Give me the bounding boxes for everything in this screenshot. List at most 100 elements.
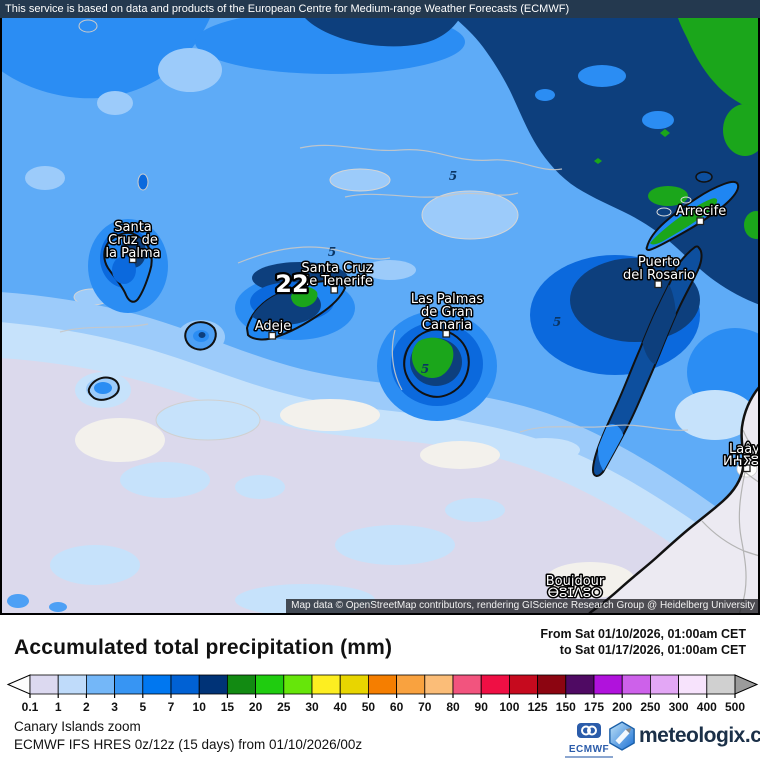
precipitation-map[interactable]: Santa Cruz de la Palma Santa Cruz de Ten… bbox=[0, 18, 760, 615]
legend-cell bbox=[621, 674, 651, 695]
island-la-gomera bbox=[184, 321, 217, 351]
color-scale: 0.1 1 2 3 5 7 10 15 20 25 30 40 50 60 70 80 90 100 125 150 1… bbox=[6, 674, 759, 714]
legend-tick-label: 7 bbox=[168, 700, 175, 714]
city-marker bbox=[330, 285, 339, 294]
legend-cell bbox=[57, 674, 87, 695]
legend-tick-label: 150 bbox=[556, 700, 576, 714]
peak-precip-value: 22 bbox=[275, 270, 308, 298]
legend-tick-label: 50 bbox=[362, 700, 376, 714]
legend-tick-label: 20 bbox=[249, 700, 263, 714]
svg-text:5: 5 bbox=[449, 169, 457, 183]
legend-tick-label: 400 bbox=[697, 700, 717, 714]
contour-lines bbox=[59, 144, 689, 433]
legend-tick-label: 15 bbox=[221, 700, 235, 714]
legend-tick-label: 70 bbox=[418, 700, 432, 714]
city-marker bbox=[654, 280, 663, 289]
ecmwf-logo-text: ECMWF bbox=[568, 744, 610, 755]
forecast-period: From Sat 01/10/2026, 01:00am CET to Sat … bbox=[540, 626, 746, 658]
legend-cell bbox=[311, 674, 341, 695]
svg-text:de Gran: de Gran bbox=[421, 305, 473, 320]
svg-text:5: 5 bbox=[421, 362, 429, 376]
city-marker bbox=[742, 464, 751, 473]
meteologix-logo[interactable]: meteologix.com bbox=[608, 721, 760, 751]
legend-arrow-right bbox=[734, 674, 759, 695]
legend-tick-label: 100 bbox=[499, 700, 519, 714]
legend-tick-label: 90 bbox=[475, 700, 489, 714]
legend-cell bbox=[255, 674, 285, 695]
island-lanzarote bbox=[645, 180, 740, 252]
meteologix-logo-text: meteologix.com bbox=[639, 724, 760, 747]
legend-title: Accumulated total precipitation (mm) bbox=[14, 636, 393, 659]
label-laayoune: Laâyou bbox=[729, 442, 760, 457]
ecmwf-logo[interactable]: ECMWF bbox=[565, 723, 613, 758]
city-marker bbox=[128, 255, 137, 264]
legend-cell bbox=[367, 674, 397, 695]
city-marker bbox=[442, 329, 451, 338]
legend-tick-label: 25 bbox=[277, 700, 291, 714]
legend-tick-label: 175 bbox=[584, 700, 604, 714]
legend-tick-label: 80 bbox=[446, 700, 460, 714]
legend-cell bbox=[424, 674, 454, 695]
legend-cell bbox=[114, 674, 144, 695]
legend-cell bbox=[565, 674, 595, 695]
legend-tick-label: 200 bbox=[612, 700, 632, 714]
svg-text:5: 5 bbox=[328, 245, 336, 259]
legend-tick-label: 5 bbox=[139, 700, 146, 714]
map-attribution: Map data © OpenStreetMap contributors, r… bbox=[286, 599, 760, 613]
legend-cell bbox=[198, 674, 228, 695]
legend-panel: Accumulated total precipitation (mm) Fro… bbox=[0, 615, 760, 760]
legend-cell bbox=[226, 674, 256, 695]
label-tenerife: Santa Cruz bbox=[301, 261, 372, 276]
island-gran-canaria bbox=[403, 328, 470, 398]
contour-value-labels: 5 5 5 5 bbox=[328, 169, 561, 376]
svg-text:la Palma: la Palma bbox=[105, 246, 160, 261]
legend-cell bbox=[170, 674, 200, 695]
legend-tick-label: 3 bbox=[111, 700, 118, 714]
svg-text:Canaria: Canaria bbox=[422, 318, 472, 333]
legend-cell bbox=[480, 674, 510, 695]
svg-text:5: 5 bbox=[553, 315, 561, 329]
africa-land bbox=[588, 386, 760, 615]
ecmwf-logo-icon bbox=[577, 723, 601, 738]
legend-cell bbox=[508, 674, 538, 695]
legend-cell bbox=[678, 674, 708, 695]
city-marker bbox=[268, 331, 277, 340]
legend-tick-label: 500 bbox=[725, 700, 745, 714]
legend-cell bbox=[593, 674, 623, 695]
legend-cell bbox=[339, 674, 369, 695]
svg-text:Cruz de: Cruz de bbox=[108, 233, 158, 248]
city-marker bbox=[696, 217, 705, 226]
svg-text:del Rosario: del Rosario bbox=[623, 268, 695, 283]
legend-cell bbox=[706, 674, 736, 695]
city-markers bbox=[128, 217, 751, 473]
legend-tick-label: 1 bbox=[55, 700, 62, 714]
legend-tick-label: 60 bbox=[390, 700, 404, 714]
label-puerto-del-rosario: Puerto bbox=[638, 255, 680, 270]
island-el-hierro bbox=[87, 376, 120, 401]
legend-cell bbox=[452, 674, 482, 695]
period-to: to Sat 01/17/2026, 01:00am CET bbox=[559, 643, 746, 657]
legend-cell bbox=[29, 674, 59, 695]
legend-tick-label: 40 bbox=[334, 700, 348, 714]
legend-tick-label: 30 bbox=[305, 700, 319, 714]
legend-cell bbox=[86, 674, 116, 695]
legend-tick-label: 250 bbox=[640, 700, 660, 714]
period-from: From Sat 01/10/2026, 01:00am CET bbox=[540, 627, 746, 641]
label-adeje: Adeje bbox=[255, 319, 292, 334]
label-boujdour: Boujdour bbox=[546, 574, 605, 589]
svg-text:ⵍⵄⵢⵓⵏ: ⵍⵄⵢⵓⵏ bbox=[723, 454, 760, 469]
legend-tick-label: 0.1 bbox=[22, 700, 39, 714]
city-labels: Santa Cruz de la Palma Santa Cruz de Ten… bbox=[104, 203, 760, 603]
legend-tick-label: 125 bbox=[528, 700, 548, 714]
islet-la-graciosa bbox=[695, 171, 713, 183]
legend-cell bbox=[537, 674, 567, 695]
label-la-palma: Santa bbox=[114, 220, 152, 235]
coastline bbox=[587, 385, 760, 615]
svg-text:ⴱⵓⵊⴷⵓⵔ: ⴱⵓⵊⴷⵓⵔ bbox=[548, 586, 603, 601]
legend-cell bbox=[283, 674, 313, 695]
model-run-label: ECMWF IFS HRES 0z/12z (15 days) from 01/… bbox=[14, 737, 363, 752]
ecmwf-disclaimer-banner: This service is based on data and produc… bbox=[0, 0, 760, 18]
legend-cell bbox=[650, 674, 680, 695]
legend-arrow-left bbox=[6, 674, 31, 695]
label-arrecife: Arrecife bbox=[676, 204, 726, 219]
